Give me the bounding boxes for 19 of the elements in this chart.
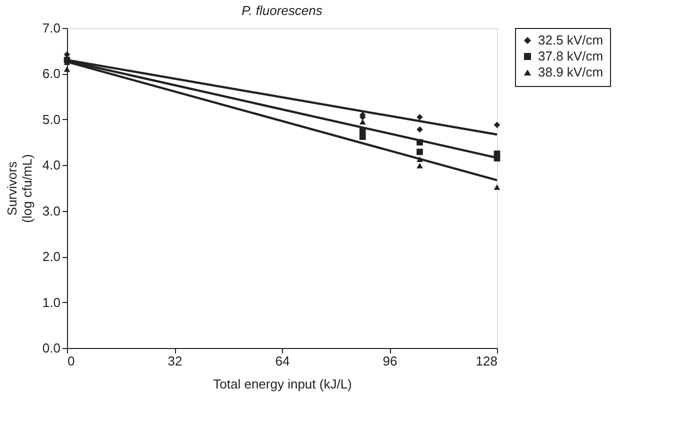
y-tick-label: 1.0: [42, 294, 60, 310]
legend-label: 32.5 kV/cm: [538, 32, 604, 48]
x-axis-title: Total energy input (kJ/L): [213, 376, 352, 392]
x-tick-label: 32: [168, 354, 182, 368]
x-tick-label: 128: [476, 354, 498, 368]
y-tick-label: 2.0: [42, 249, 60, 264]
y-axis-title: Survivors (log cfu/mL): [4, 154, 34, 223]
y-tick-label: 5.0: [42, 112, 60, 127]
x-tick-label: 96: [382, 354, 398, 368]
legend-label: 38.9 kV/cm: [538, 64, 604, 80]
x-tick-label: 64: [275, 354, 290, 368]
y-tick-label: 7.0: [42, 20, 60, 36]
y-tick-label: 3.0: [42, 203, 60, 218]
chart-title: P. fluorescens: [242, 3, 323, 18]
y-tick-label: 4.0: [42, 158, 60, 173]
y-tick-label: 0.0: [42, 340, 60, 356]
x-tick-label: 0: [68, 354, 75, 368]
y-tick-label: 6.0: [42, 66, 60, 82]
legend-label: 37.8 kV/cm: [538, 48, 604, 64]
